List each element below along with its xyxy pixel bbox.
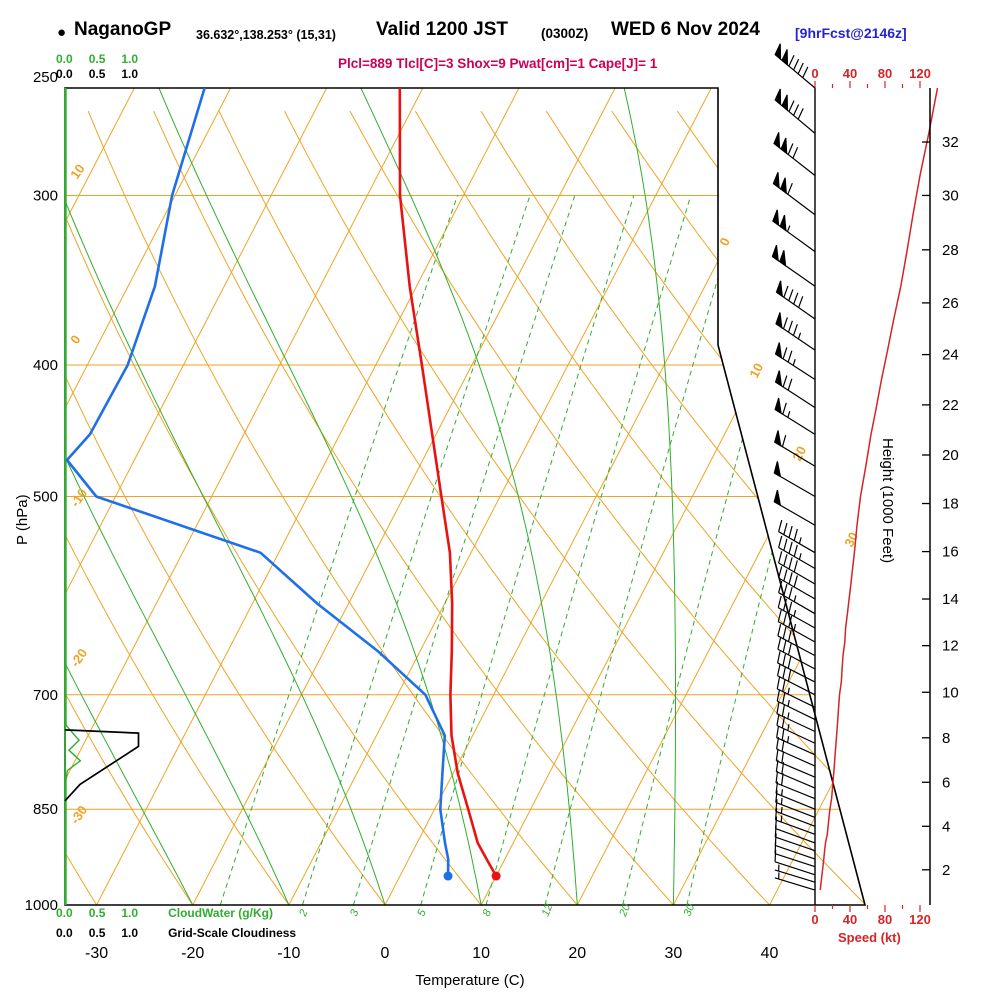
sounding-indices: Plcl=889 Tlcl[C]=3 Shox=9 Pwat[cm]=1 Cap…: [338, 56, 658, 71]
dry-adiabat-label: -20: [67, 646, 90, 670]
mixing-ratio-label: 2: [297, 908, 311, 919]
cloudiness-scale-bottom: 0.0 0.5 1.0 Grid-Scale Cloudiness: [56, 926, 296, 940]
speed-tick-label: 0: [811, 66, 818, 81]
scale-tick-label: 0.0: [56, 906, 73, 920]
speed-tick-label: 80: [878, 912, 892, 927]
cloudwater-scale-top: 0.0 0.5 1.0: [56, 52, 138, 66]
height-tick-label: 32: [942, 134, 959, 151]
temperature-tick-label: 30: [665, 945, 683, 962]
mixing-ratio-label: 12: [540, 902, 556, 918]
scale-tick-label: 0.5: [88, 906, 106, 920]
temperature-axis-label: Temperature (C): [415, 972, 525, 989]
cloudwater-scale-bottom: 0.0 0.5 1.0 CloudWater (g/Kg): [56, 906, 273, 920]
temperature-tick-label: 20: [568, 945, 586, 962]
surface-temperature-dot: [491, 871, 501, 881]
height-tick-label: 6: [942, 774, 950, 791]
isotherm-label: 0: [716, 235, 733, 248]
speed-tick-label: 40: [843, 66, 857, 81]
height-tick-label: 16: [942, 544, 959, 561]
station-name: NaganoGP: [74, 19, 172, 40]
surface-dewpoint-dot: [443, 871, 453, 881]
station-bullet-icon: ●: [57, 24, 67, 41]
scale-tick-label: 0.5: [88, 67, 106, 81]
cloudiness-profile: [64, 729, 140, 802]
height-tick-label: 24: [942, 347, 959, 364]
dry-adiabat-label: -30: [67, 803, 90, 827]
pressure-tick-label: 1000: [25, 897, 58, 914]
height-tick-label: 12: [942, 638, 959, 655]
pressure-tick-label: 250: [33, 69, 58, 86]
dry-adiabat-label: 10: [67, 161, 88, 181]
cloudiness-axis-label: Grid-Scale Cloudiness: [168, 926, 297, 940]
speed-tick-label: 40: [843, 912, 857, 927]
temperature-tick-label: -20: [181, 945, 204, 962]
height-tick-label: 14: [942, 591, 959, 608]
temperature-curve: [398, 88, 498, 877]
zulu-time: (0300Z): [541, 26, 589, 41]
speed-tick-label: 0: [811, 912, 818, 927]
speed-axis-label: Speed (kt): [838, 930, 901, 945]
scale-tick-label: 1.0: [121, 906, 139, 920]
mixing-ratio-label: 30: [682, 901, 698, 918]
pressure-gridlines: [65, 194, 840, 810]
wind-speed-curve: [819, 87, 939, 891]
temperature-tick-label: -10: [277, 945, 300, 962]
cloudwater-axis-label: CloudWater (g/Kg): [168, 906, 273, 920]
height-tick-label: 22: [942, 397, 959, 414]
height-tick-label: 8: [942, 730, 950, 747]
pressure-tick-label: 300: [33, 187, 58, 204]
scale-tick-label: 0.0: [56, 52, 73, 66]
pressure-tick-label: 400: [33, 357, 58, 374]
height-tick-label: 2: [942, 862, 950, 879]
temperature-tick-label: -30: [85, 945, 108, 962]
valid-date: WED 6 Nov 2024: [611, 19, 760, 40]
scale-tick-label: 0.0: [56, 926, 73, 940]
mixing-ratio-label: 20: [617, 901, 633, 919]
isotherm-label: 10: [746, 361, 766, 381]
pressure-tick-label: 700: [33, 687, 58, 704]
sounding-profiles: [65, 88, 498, 877]
cloudwater-profile: [65, 88, 82, 905]
isotherm-label: 30: [841, 530, 861, 550]
moisture-grid: [65, 88, 865, 905]
temperature-tick-label: 10: [472, 945, 490, 962]
speed-tick-label: 120: [909, 912, 931, 927]
pressure-tick-label: 850: [33, 801, 58, 818]
dry-adiabat-label: -10: [67, 486, 90, 510]
height-tick-label: 10: [942, 684, 959, 701]
speed-tick-label: 80: [878, 66, 892, 81]
mixing-ratio-label: 3: [348, 907, 362, 918]
height-tick-label: 4: [942, 818, 950, 835]
scale-tick-label: 0.5: [88, 926, 106, 940]
height-tick-label: 26: [942, 295, 959, 312]
dry-adiabat-label: 0: [67, 332, 83, 347]
height-tick-label: 20: [942, 447, 959, 464]
mixing-ratio-label: 5: [415, 907, 429, 918]
pressure-axis-label: P (hPa): [14, 494, 31, 545]
scale-tick-label: 1.0: [121, 67, 139, 81]
valid-time: Valid 1200 JST: [376, 19, 509, 40]
height-tick-label: 30: [942, 187, 959, 204]
wind-barbs: [771, 43, 816, 891]
mixing-ratio-label: 8: [481, 907, 495, 918]
station-coords: 36.632°,138.253° (15,31): [196, 28, 336, 42]
speed-ticks: [814, 81, 921, 912]
speed-tick-label: 120: [909, 66, 931, 81]
isotherm-label: 20: [789, 444, 809, 464]
dewpoint-curve: [65, 88, 450, 877]
cloudiness-scale-top: 0.0 0.5 1.0: [56, 67, 138, 81]
height-tick-label: 18: [942, 496, 959, 513]
temperature-tick-label: 0: [381, 945, 390, 962]
scale-tick-label: 0.0: [56, 67, 73, 81]
pressure-tick-label: 500: [33, 489, 58, 506]
height-tick-label: 28: [942, 242, 959, 259]
scale-tick-label: 1.0: [121, 52, 139, 66]
forecast-tag: [9hrFcst@2146z]: [795, 25, 907, 41]
scale-tick-label: 1.0: [121, 926, 139, 940]
scale-tick-label: 0.5: [88, 52, 106, 66]
height-axis-label: Height (1000 Feet): [879, 438, 896, 564]
temperature-tick-label: 40: [761, 945, 779, 962]
